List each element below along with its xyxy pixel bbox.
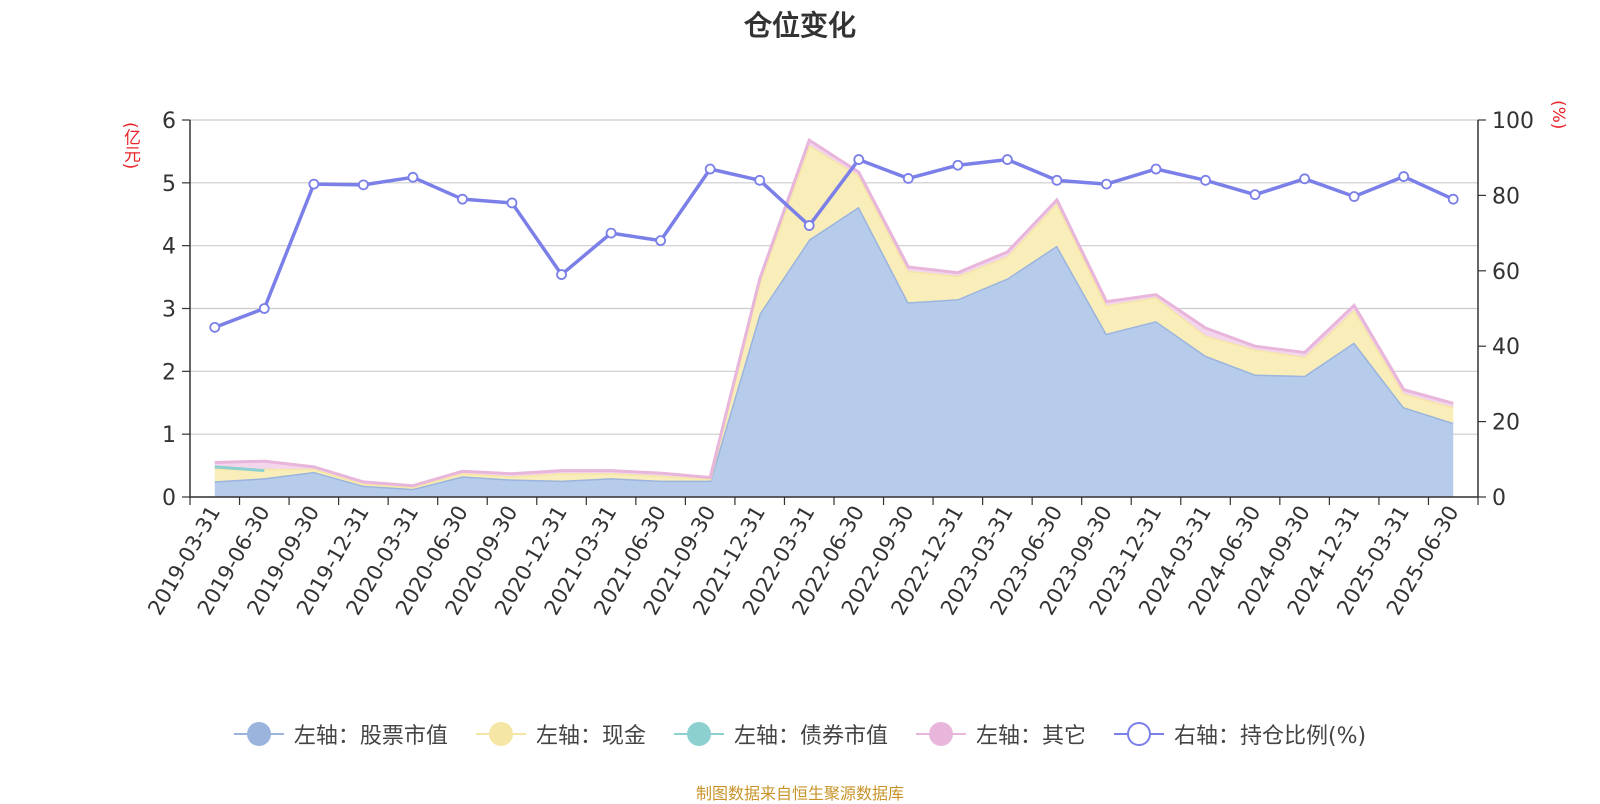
position-ratio-point xyxy=(1348,191,1360,202)
legend-symbol-icon xyxy=(475,721,526,747)
legend-label: 左轴：其它 xyxy=(975,724,1086,749)
position-ratio-point xyxy=(1398,171,1410,182)
right-axis-tick-label: 20 xyxy=(1492,411,1520,436)
position-ratio-point xyxy=(258,303,270,314)
left-axis-tick-label: 0 xyxy=(162,486,176,511)
right-axis-tick-label: 40 xyxy=(1492,335,1520,360)
position-ratio-point xyxy=(357,179,369,191)
position-ratio-point xyxy=(655,235,667,247)
position-ratio-point xyxy=(1299,173,1311,185)
position-ratio-line xyxy=(214,157,1454,329)
legend-item[interactable]: 右轴：持仓比例(%) xyxy=(1113,718,1367,750)
legend-symbol-icon xyxy=(673,721,724,747)
legend-symbol-icon xyxy=(915,721,966,747)
left-axis-unit: (亿元) xyxy=(120,122,140,170)
right-axis-tick-label: 60 xyxy=(1492,260,1520,285)
left-axis-tick-label: 1 xyxy=(162,423,176,448)
legend-item[interactable]: 左轴：其它 xyxy=(915,718,1086,750)
legend-symbol-icon xyxy=(233,721,284,747)
right-axis-unit: (%) xyxy=(1548,100,1568,130)
position-ratio-point xyxy=(902,173,914,184)
position-ratio-point xyxy=(1051,174,1063,186)
position-ratio-point xyxy=(952,159,964,171)
position-ratio-point xyxy=(1447,193,1459,205)
position-ratio-point xyxy=(803,220,815,231)
bond-line xyxy=(214,465,265,473)
legend-label: 左轴：现金 xyxy=(535,724,646,749)
chart-title: 仓位变化 xyxy=(743,9,856,42)
legend-item[interactable]: 左轴：股票市值 xyxy=(233,718,448,750)
position-ratio-point xyxy=(1150,163,1162,175)
right-axis-tick-label: 80 xyxy=(1492,184,1520,209)
position-ratio-point xyxy=(1001,154,1013,165)
left-axis-tick-label: 5 xyxy=(162,172,176,197)
position-ratio-point xyxy=(209,321,221,333)
position-ratio-point xyxy=(457,193,468,205)
left-axis-tick-label: 4 xyxy=(162,235,176,260)
legend-label: 左轴：股票市值 xyxy=(293,724,448,749)
legend-item[interactable]: 左轴：债券市值 xyxy=(673,718,888,750)
source-note: 制图数据来自恒生聚源数据库 xyxy=(695,784,904,803)
legend-label: 左轴：债券市值 xyxy=(733,724,888,749)
position-ratio-point xyxy=(1249,189,1261,201)
left-axis-tick-label: 6 xyxy=(162,109,176,134)
position-ratio-point xyxy=(506,197,518,209)
chart-legend: 左轴：股票市值 左轴：现金 左轴：债券市值 左轴：其它 右轴：持仓比例(%) xyxy=(0,718,1600,750)
area-edge-左轴：其它 xyxy=(214,137,1454,488)
legend-label: 右轴：持仓比例(%) xyxy=(1173,724,1367,749)
position-ratio-point xyxy=(704,163,716,175)
position-ratio-point xyxy=(308,178,320,190)
position-ratio-point xyxy=(1200,174,1211,186)
position-ratio-point xyxy=(754,174,766,186)
area-左轴：现金 xyxy=(214,145,1454,489)
left-axis-tick-label: 3 xyxy=(162,298,176,323)
right-axis-tick-label: 100 xyxy=(1492,109,1534,134)
legend-symbol-icon xyxy=(1113,721,1164,747)
left-axis-tick-label: 2 xyxy=(162,360,176,385)
right-axis-tick-label: 0 xyxy=(1492,486,1506,511)
position-ratio-point xyxy=(556,269,567,280)
position-ratio-point xyxy=(407,171,419,183)
legend-item[interactable]: 左轴：现金 xyxy=(475,718,646,750)
position-ratio-point xyxy=(605,227,617,239)
area-左轴：股票市值 xyxy=(214,206,1454,497)
position-ratio-point xyxy=(853,154,865,165)
position-ratio-point xyxy=(1101,178,1112,190)
